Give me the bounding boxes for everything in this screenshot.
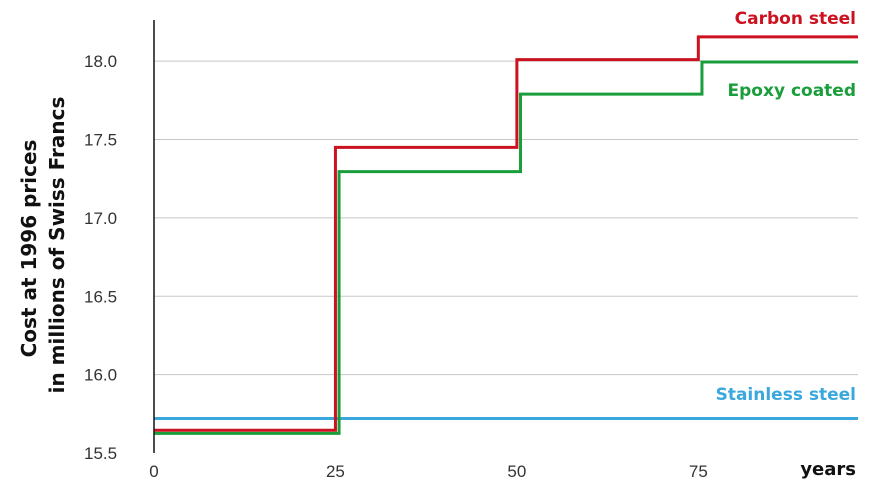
y-tick-label: 18.0 [84,52,117,71]
y-tick-label: 16.0 [84,366,117,385]
y-axis-label-line-2: in millions of Swiss Francs [45,97,69,394]
series-line-epoxy-coated [154,60,858,435]
y-tick-label: 15.5 [84,444,117,463]
series-lines [154,35,858,435]
x-tick-label: 0 [149,462,158,481]
y-axis-label-line-1: Cost at 1996 prices [17,140,41,358]
series-labels: Carbon steel Epoxy coated Stainless steel [716,9,856,405]
y-axis-label: Cost at 1996 prices in millions of Swiss… [17,97,69,394]
x-tick-labels: 0 25 50 75 [149,462,708,481]
series-label: Stainless steel [716,385,856,405]
x-tick-label: 25 [326,462,345,481]
gridlines [154,60,858,376]
x-axis-label: years [800,459,856,480]
y-tick-label: 16.5 [84,287,117,306]
y-tick-labels: 15.5 16.0 16.5 17.0 17.5 18.0 [84,52,117,463]
series-label: Carbon steel [735,9,856,29]
y-tick-label: 17.5 [84,131,117,150]
y-tick-label: 17.0 [84,209,117,228]
series-label: Epoxy coated [728,81,856,101]
series-line-carbon-steel [154,35,858,432]
x-tick-label: 75 [689,462,708,481]
x-tick-label: 50 [507,462,526,481]
